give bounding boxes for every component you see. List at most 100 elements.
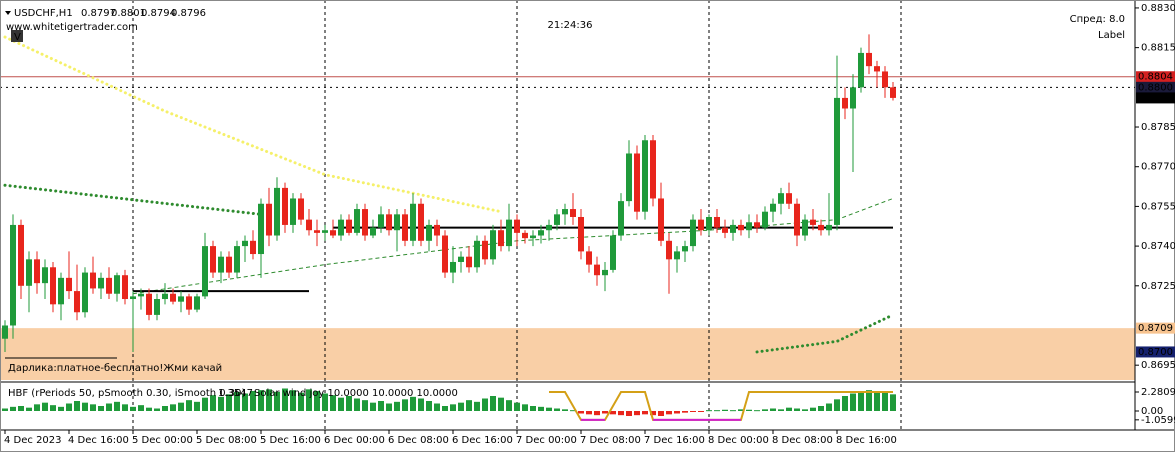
candle-body bbox=[594, 264, 600, 276]
candle-body bbox=[826, 224, 832, 231]
ohlc-value: 0.8797 bbox=[81, 8, 116, 19]
histogram-bar bbox=[802, 409, 808, 411]
candle-body bbox=[818, 224, 824, 231]
histogram-bar bbox=[610, 411, 616, 415]
spread: Спред: 8.0 bbox=[1070, 14, 1125, 25]
price-label-bg bbox=[1136, 346, 1175, 358]
histogram-bar bbox=[514, 402, 520, 411]
histogram-bar bbox=[258, 390, 264, 411]
candle-body bbox=[234, 246, 240, 273]
histogram-bar bbox=[474, 401, 480, 411]
zone bbox=[0, 328, 1135, 380]
candle-body bbox=[482, 240, 488, 260]
histogram-bar bbox=[482, 398, 488, 411]
y-tick-label: 0.8695 bbox=[1141, 360, 1175, 371]
histogram-bar bbox=[282, 388, 288, 411]
x-tick-label: 5 Dec 00:00 bbox=[132, 435, 193, 446]
price-label-bg bbox=[1136, 322, 1175, 334]
x-tick-label: 6 Dec 08:00 bbox=[388, 435, 449, 446]
histogram-bar bbox=[10, 406, 16, 411]
histogram-bar bbox=[506, 400, 512, 411]
histogram-bar bbox=[298, 392, 304, 411]
candle-body bbox=[690, 219, 696, 247]
histogram-bar bbox=[810, 407, 816, 411]
candle-body bbox=[90, 272, 96, 289]
candle-body bbox=[802, 219, 808, 236]
histogram-bar bbox=[74, 401, 80, 411]
y-tick-label: 0.8725 bbox=[1141, 281, 1175, 292]
candle-body bbox=[370, 227, 376, 236]
site: www.whitetigertrader.com bbox=[6, 22, 138, 33]
candle-body bbox=[458, 256, 464, 262]
candle-body bbox=[546, 224, 552, 231]
histogram-bar bbox=[586, 411, 592, 415]
histogram-bar bbox=[522, 404, 528, 411]
button[interactable] bbox=[11, 30, 23, 42]
histogram-bar bbox=[402, 399, 408, 411]
candle-body bbox=[730, 224, 736, 233]
histogram-bar bbox=[714, 410, 720, 412]
candle-body bbox=[738, 224, 744, 231]
histogram-bar bbox=[346, 396, 352, 411]
price-label: 0.8709 bbox=[1138, 323, 1173, 334]
indicator-extra: Solar wind joy 10.0000 10.0000 10.0000 bbox=[254, 388, 458, 399]
candle-body bbox=[346, 219, 352, 233]
histogram-bar bbox=[754, 410, 760, 412]
y-tick-label: 0.8755 bbox=[1141, 201, 1175, 212]
candle-body bbox=[266, 203, 272, 236]
histogram-bar bbox=[178, 402, 184, 411]
histogram-bar bbox=[154, 408, 160, 411]
candle-body bbox=[626, 153, 632, 202]
candle-body bbox=[154, 299, 160, 315]
histogram-bar bbox=[434, 403, 440, 411]
histogram-bar bbox=[42, 402, 48, 411]
histogram-bar bbox=[458, 402, 464, 411]
candle-body bbox=[434, 224, 440, 236]
histogram-bar bbox=[426, 401, 432, 411]
note: Дарлика:платное-бесплатно!Жми качай bbox=[8, 363, 222, 374]
candle-body bbox=[490, 230, 496, 260]
candle-body bbox=[122, 275, 128, 300]
histogram-bar bbox=[786, 407, 792, 411]
candle-body bbox=[98, 277, 104, 289]
candle-body bbox=[426, 224, 432, 241]
candle-body bbox=[146, 293, 152, 315]
label: Label bbox=[1098, 30, 1125, 41]
ohlc-value: 0.8796 bbox=[171, 8, 206, 19]
candle-body bbox=[282, 187, 288, 225]
histogram-bar bbox=[274, 391, 280, 411]
candle-body bbox=[394, 214, 400, 231]
button-label[interactable]: V bbox=[14, 32, 21, 43]
candle-body bbox=[450, 261, 456, 273]
candle-body bbox=[714, 216, 720, 228]
candle-body bbox=[538, 230, 544, 236]
price-label-bg bbox=[1136, 71, 1175, 83]
price-label-bg bbox=[1136, 81, 1175, 93]
histogram-bar bbox=[890, 394, 896, 411]
histogram-bar bbox=[690, 411, 696, 412]
candle-body bbox=[498, 230, 504, 247]
histogram-bar bbox=[466, 400, 472, 411]
candle-body bbox=[34, 259, 40, 284]
candle-body bbox=[354, 209, 360, 233]
x-tick-label: 5 Dec 08:00 bbox=[196, 435, 257, 446]
candle-body bbox=[306, 219, 312, 231]
candle-body bbox=[290, 198, 296, 225]
histogram-bar bbox=[850, 393, 856, 411]
histogram-bar bbox=[226, 394, 232, 411]
x-tick-label: 5 Dec 16:00 bbox=[260, 435, 321, 446]
x-tick-label: 6 Dec 16:00 bbox=[452, 435, 513, 446]
histogram-bar bbox=[362, 400, 368, 411]
histogram-bar bbox=[202, 397, 208, 411]
histogram-bar bbox=[450, 404, 456, 411]
candle-body bbox=[618, 201, 624, 236]
histogram-bar bbox=[706, 410, 712, 412]
candle-body bbox=[842, 97, 848, 109]
candle-body bbox=[2, 325, 8, 339]
candle-body bbox=[418, 203, 424, 241]
candle-body bbox=[474, 240, 480, 268]
candle-body bbox=[58, 277, 64, 305]
candle-body bbox=[522, 232, 528, 239]
histogram-bar bbox=[306, 389, 312, 411]
